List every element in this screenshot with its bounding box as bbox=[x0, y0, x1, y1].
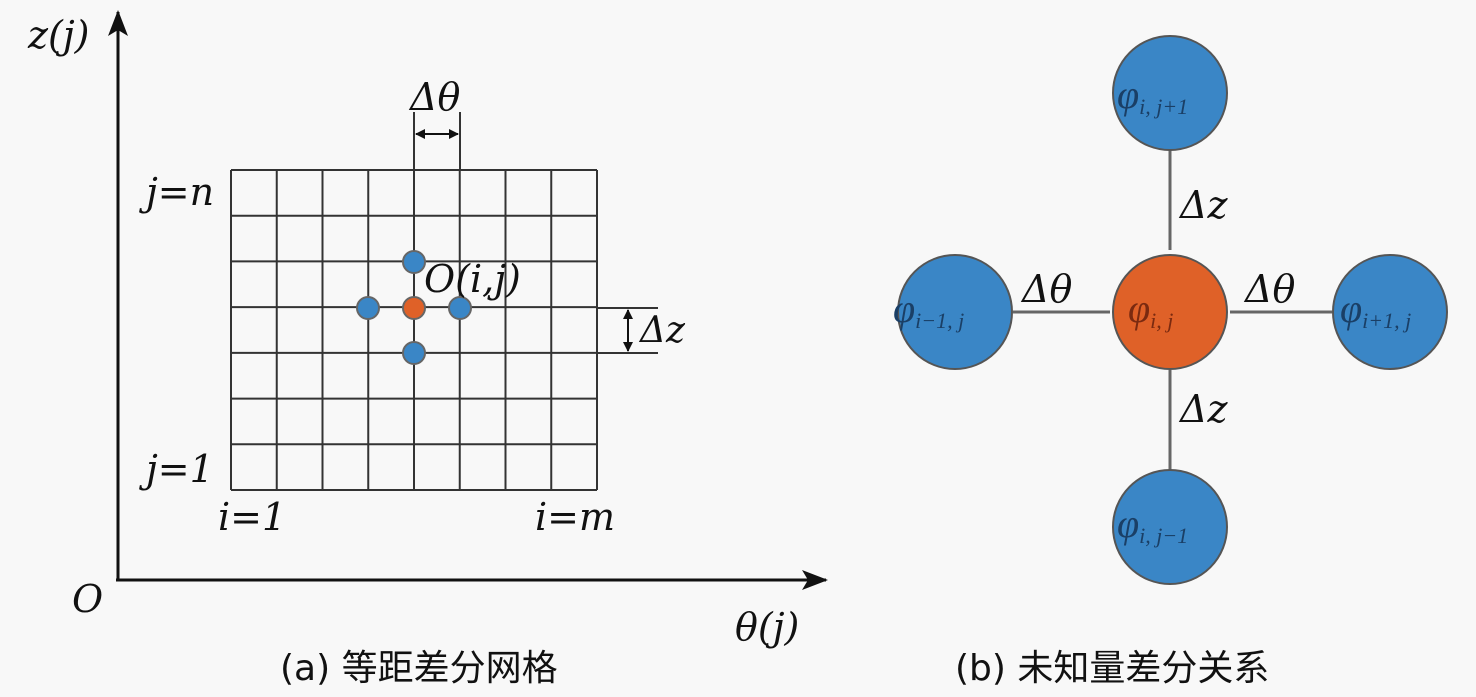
dz-label: Δz bbox=[638, 310, 686, 351]
node-subscript: i, j−1 bbox=[1139, 523, 1188, 548]
z-axis-label: z(j) bbox=[27, 13, 89, 57]
edge-top-label: Δz bbox=[1178, 183, 1228, 227]
edge-left-label: Δθ bbox=[1020, 267, 1072, 311]
node-symbol: φ bbox=[893, 286, 915, 331]
theta-axis-label: θ(j) bbox=[735, 605, 799, 649]
origin-label: O bbox=[72, 577, 103, 621]
node-subscript: i−1, j bbox=[915, 308, 964, 333]
svg-text:φi, j+1: φi, j+1 bbox=[1117, 72, 1188, 119]
node-left: φi−1, j bbox=[893, 254, 1013, 370]
node-symbol: φ bbox=[1128, 286, 1150, 331]
svg-text:φi, j−1: φi, j−1 bbox=[1117, 501, 1188, 548]
grid-point-bottom bbox=[402, 341, 426, 365]
node-subscript: i+1, j bbox=[1362, 308, 1411, 333]
edge-right-label: Δθ bbox=[1243, 267, 1295, 311]
caption-b: (b) 未知量差分关系 bbox=[955, 648, 1269, 689]
node-symbol: φ bbox=[1117, 501, 1139, 546]
node-top: φi, j+1 bbox=[1112, 35, 1228, 151]
difference-grid bbox=[230, 169, 598, 491]
node-right: φi+1, j bbox=[1332, 254, 1448, 370]
caption-a: (a) 等距差分网格 bbox=[280, 648, 558, 689]
node-subscript: i, j bbox=[1150, 308, 1173, 333]
dtheta-label: Δθ bbox=[408, 75, 460, 119]
grid-point-center bbox=[402, 296, 426, 320]
col-right-label: i=m bbox=[535, 495, 615, 539]
node-symbol: φ bbox=[1340, 286, 1362, 331]
grid-point-right bbox=[448, 296, 472, 320]
node-symbol: φ bbox=[1117, 72, 1139, 117]
svg-text:φi+1, j: φi+1, j bbox=[1340, 286, 1411, 333]
row-bottom-label: j=1 bbox=[139, 447, 214, 491]
point-label: O(i,j) bbox=[424, 257, 521, 301]
grid-point-left bbox=[356, 296, 380, 320]
node-bottom: φi, j−1 bbox=[1112, 469, 1228, 585]
row-top-label: j=n bbox=[139, 170, 214, 214]
node-center: φi, j bbox=[1112, 254, 1228, 370]
node-subscript: i, j+1 bbox=[1139, 94, 1188, 119]
grid-point-top bbox=[402, 250, 426, 274]
svg-text:φi, j: φi, j bbox=[1128, 286, 1173, 333]
svg-text:φi−1, j: φi−1, j bbox=[893, 286, 964, 333]
col-left-label: i=1 bbox=[218, 495, 286, 539]
edge-bottom-label: Δz bbox=[1178, 387, 1228, 431]
